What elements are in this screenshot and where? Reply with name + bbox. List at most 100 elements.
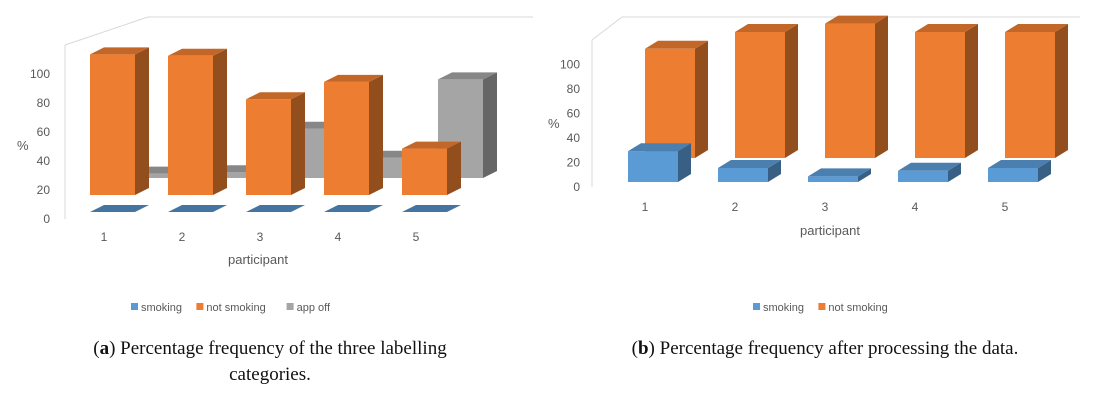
- bar-top-face: [168, 205, 227, 212]
- bar-side-face: [678, 143, 691, 182]
- bar-smoking-3: [808, 168, 871, 182]
- bar-side-face: [695, 40, 708, 158]
- x-tick-label: 2: [179, 230, 186, 244]
- caption-b-tag: b: [637, 338, 649, 359]
- bar-not-smoking-3: [246, 92, 305, 195]
- legend-swatch: [753, 303, 760, 310]
- bar-not-smoking-3: [825, 15, 888, 158]
- bar-side-face: [369, 74, 383, 195]
- bar-front-face: [645, 48, 695, 158]
- x-tick-label: 4: [335, 230, 342, 244]
- y-axis-label: %: [17, 138, 29, 153]
- bar-top-face: [988, 160, 1051, 168]
- bar-side-face: [291, 92, 305, 195]
- bar-front-face: [808, 176, 858, 182]
- y-axis-label: %: [548, 116, 560, 131]
- x-tick-label: 1: [101, 230, 108, 244]
- legend-label: not smoking: [828, 302, 887, 314]
- x-tick-label: 3: [257, 230, 264, 244]
- bar-smoking-4: [324, 205, 383, 212]
- bar-top-face: [718, 160, 781, 168]
- y-tick-label: 40: [567, 131, 581, 145]
- bar-top-face: [168, 48, 227, 56]
- bar-smoking-2: [718, 160, 781, 182]
- bar-smoking-2: [168, 205, 227, 212]
- bar-front-face: [915, 32, 965, 158]
- bar-front-face: [898, 170, 948, 182]
- bar-side-face: [768, 160, 781, 182]
- chart-b-svg: 0 20 40 60 80 100% 1 2 3 4 5 participant smoking not …: [548, 15, 1080, 314]
- wall-diagonal-line: [64, 16, 149, 46]
- bar-front-face: [628, 151, 678, 182]
- bar-side-face: [858, 168, 871, 182]
- x-tick-label: 1: [642, 200, 649, 214]
- y-tick-label: 100: [560, 58, 580, 72]
- bar-top-face: [915, 24, 978, 32]
- legend-item-app-off: app off: [286, 302, 331, 314]
- y-tick-label: 0: [43, 212, 50, 226]
- bar-side-face: [875, 15, 888, 158]
- bar-side-face: [965, 24, 978, 158]
- bar-front-face: [324, 81, 369, 195]
- legend-item-smoking: smoking: [131, 302, 182, 314]
- bar-top-face: [90, 205, 149, 212]
- bar-side-face: [948, 162, 961, 182]
- wall-diagonal-line: [591, 16, 623, 41]
- caption-a-tag: a: [99, 338, 110, 359]
- y-tick-label: 80: [567, 82, 581, 96]
- bar-top-face: [402, 141, 461, 149]
- legend-label: not smoking: [206, 302, 265, 314]
- y-tick-label: 40: [37, 154, 51, 168]
- chart-a-svg: 0 20 40 60 80 100% 1 2 3 4 5 participant smoking not …: [17, 16, 533, 314]
- bar-top-face: [735, 24, 798, 32]
- bar-front-face: [718, 168, 768, 182]
- chart-panel-a: 0 20 40 60 80 100% 1 2 3 4 5 participant smoking not …: [0, 0, 540, 394]
- bar-top-face: [246, 205, 305, 212]
- bar-top-face: [898, 162, 961, 171]
- bar-top-face: [808, 168, 871, 177]
- bar-side-face: [447, 141, 461, 195]
- x-tick-label: 2: [732, 200, 739, 214]
- bar-side-face: [1038, 160, 1051, 182]
- bar-top-face: [825, 15, 888, 24]
- bar-not-smoking-5: [1005, 24, 1068, 158]
- bar-not-smoking-1: [645, 40, 708, 158]
- bar-side-face: [213, 48, 227, 195]
- bar-not-smoking-2: [168, 48, 227, 195]
- bar-top-face: [324, 205, 383, 212]
- y-tick-label: 60: [37, 125, 51, 139]
- legend-item-not-smoking: not smoking: [196, 302, 266, 314]
- bar-side-face: [785, 24, 798, 158]
- legend-label: smoking: [763, 302, 804, 314]
- x-tick-label: 5: [1002, 200, 1009, 214]
- bar-smoking-5: [988, 160, 1051, 182]
- bar-front-face: [1005, 32, 1055, 158]
- bar-front-face: [825, 23, 875, 158]
- bar-smoking-1: [628, 143, 691, 182]
- y-tick-label: 20: [567, 156, 581, 170]
- legend-label: app off: [297, 302, 331, 314]
- bar-side-face: [1055, 24, 1068, 158]
- x-axis-label: participant: [800, 223, 860, 238]
- legend-item-smoking: smoking: [753, 302, 804, 314]
- bar-top-face: [1005, 24, 1068, 32]
- chart-panel-b: 0 20 40 60 80 100% 1 2 3 4 5 participant smoking not …: [540, 0, 1099, 394]
- bar-not-smoking-2: [735, 24, 798, 158]
- bar-not-smoking-1: [90, 47, 149, 195]
- bar-smoking-5: [402, 205, 461, 212]
- bar-front-face: [988, 168, 1038, 182]
- bar-front-face: [90, 54, 135, 195]
- y-tick-label: 20: [37, 183, 51, 197]
- legend-swatch: [196, 303, 204, 310]
- bar-front-face: [168, 55, 213, 195]
- caption-b: (b) Percentage frequency after processin…: [631, 338, 1019, 359]
- bar-smoking-3: [246, 205, 305, 212]
- y-tick-label: 60: [567, 107, 581, 121]
- x-axis-label: participant: [228, 252, 288, 267]
- y-tick-label: 0: [573, 180, 580, 194]
- bar-top-face: [628, 143, 691, 152]
- caption-a-text: ) Percentage frequency of the three labe…: [109, 338, 447, 385]
- caption-b-text: ) Percentage frequency after processing …: [648, 338, 1019, 359]
- legend-swatch: [286, 303, 294, 310]
- bar-front-face: [735, 32, 785, 158]
